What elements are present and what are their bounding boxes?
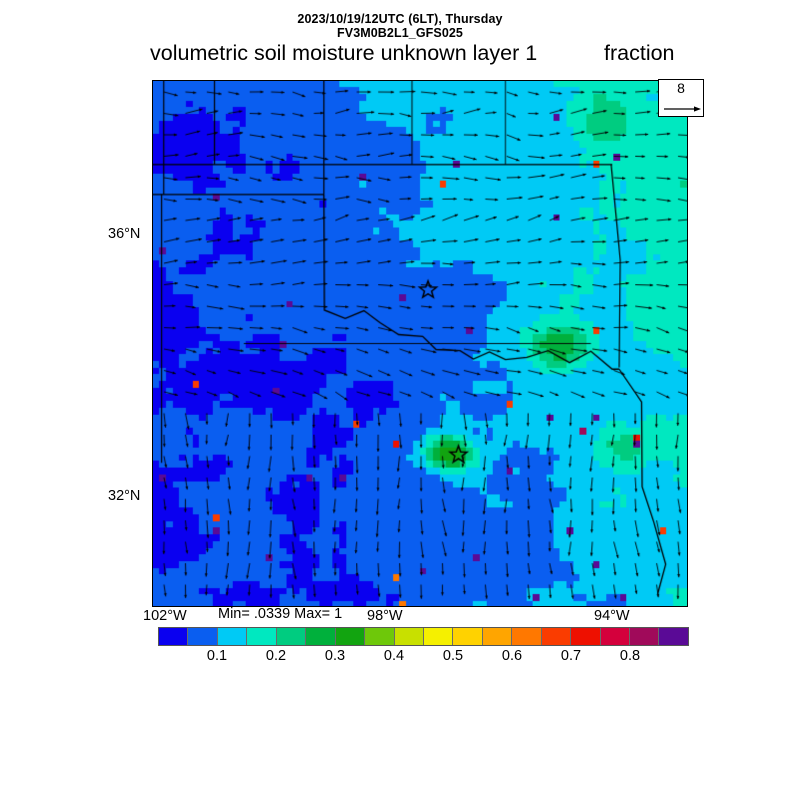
lat-tick-32n: 32°N [108, 488, 141, 504]
colorbar-segment [571, 628, 601, 645]
colorbar-segment [306, 628, 336, 645]
lat-tick-36n: 36°N [108, 226, 141, 242]
map-plot-area[interactable] [152, 80, 688, 607]
lon-tick-94w: 94°W [594, 608, 630, 624]
lon-tick-102w: 102°W [143, 608, 187, 624]
colorbar-segment [394, 628, 424, 645]
soil-moisture-raster [153, 81, 687, 606]
min-max-stats: Min= .0339 Max= 1 [218, 606, 343, 622]
colorbar-tick: 0.3 [324, 648, 346, 664]
colorbar-segment [159, 628, 189, 645]
colorbar-segment [541, 628, 572, 645]
model-subtitle: FV3M0B2L1_GFS025 [337, 26, 463, 40]
colorbar-segment [365, 628, 395, 645]
colorbar-segment [482, 628, 513, 645]
datetime-subtitle: 2023/10/19/12UTC (6LT), Thursday [297, 12, 503, 26]
colorbar-segment [453, 628, 483, 645]
colorbar-segment [423, 628, 454, 645]
colorbar-segment [247, 628, 277, 645]
colorbar-segment [276, 628, 307, 645]
colorbar-segment [659, 628, 688, 645]
wind-key-label: 8 [677, 80, 685, 96]
colorbar-tick: 0.6 [501, 648, 523, 664]
colorbar-segment [188, 628, 218, 645]
wind-vector-legend: 8 [658, 79, 704, 117]
colorbar-tick: 0.8 [619, 648, 641, 664]
colorbar-segment [630, 628, 660, 645]
colorbar-segment [600, 628, 630, 645]
page-title: volumetric soil moisture unknown layer 1 [150, 41, 538, 65]
colorbar-tick: 0.7 [560, 648, 582, 664]
colorbar-tick: 0.2 [265, 648, 287, 664]
lon-tick-98w: 98°W [367, 608, 403, 624]
title-row: volumetric soil moisture unknown layer 1… [0, 41, 800, 67]
units-label: fraction [604, 41, 675, 65]
colorbar-tick-labels: 0.1 0.2 0.3 0.4 0.5 0.6 0.7 0.8 [158, 648, 689, 668]
colorbar-tick: 0.5 [442, 648, 464, 664]
colorbar-segment [217, 628, 248, 645]
wind-vector-arrow-icon [664, 106, 701, 112]
colorbar[interactable] [158, 627, 689, 646]
colorbar-tick: 0.4 [383, 648, 405, 664]
colorbar-tick: 0.1 [206, 648, 228, 664]
colorbar-segment [512, 628, 542, 645]
colorbar-segment [335, 628, 366, 645]
